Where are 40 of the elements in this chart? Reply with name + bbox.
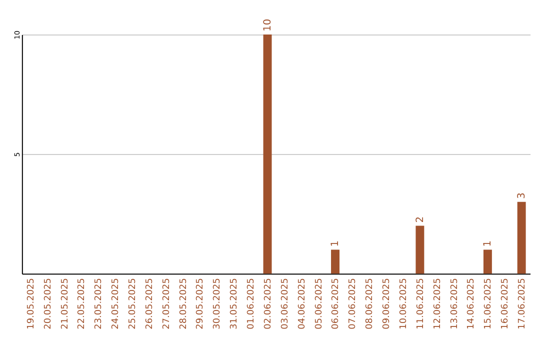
x-tick-label: 05.06.2025 [314, 278, 324, 330]
x-tick-label: 09.06.2025 [382, 278, 392, 330]
x-tick-label: 15.06.2025 [484, 278, 494, 330]
x-tick-label: 07.06.2025 [348, 278, 358, 330]
data-label: 10 [262, 18, 274, 32]
x-tick-label: 10.06.2025 [398, 278, 409, 330]
data-label: 3 [516, 192, 528, 199]
x-tick-label: 26.05.2025 [144, 278, 155, 330]
x-tick-label: 30.05.2025 [212, 278, 223, 330]
x-tick-label: 16.06.2025 [500, 278, 511, 330]
x-tick-label: 23.05.2025 [94, 278, 104, 330]
bar [517, 202, 526, 274]
x-tick-label: 20.05.2025 [43, 278, 54, 330]
bar [331, 250, 340, 274]
x-tick-label: 03.06.2025 [280, 278, 290, 330]
x-tick-label: 04.06.2025 [297, 278, 308, 330]
x-tick-label: 02.06.2025 [264, 278, 274, 330]
bar [263, 34, 272, 274]
x-tick-label: 12.06.2025 [432, 278, 443, 330]
data-label: 2 [414, 216, 426, 223]
x-tick-label: 28.05.2025 [178, 278, 189, 330]
x-tick-label: 19.05.2025 [26, 278, 36, 330]
x-tick-label: 08.06.2025 [365, 278, 376, 330]
x-tick-label: 27.05.2025 [162, 278, 172, 330]
x-tick-label: 06.06.2025 [331, 278, 342, 330]
x-tick-label: 24.05.2025 [111, 278, 122, 330]
x-tick-label: 22.05.2025 [77, 278, 88, 330]
data-label: 1 [330, 240, 342, 247]
bar [483, 250, 492, 274]
x-tick-label: 25.05.2025 [128, 278, 138, 330]
x-tick-label: 17.06.2025 [518, 278, 528, 330]
x-tick-label: 11.06.2025 [416, 278, 426, 330]
x-tick-label: 21.05.2025 [60, 278, 70, 330]
x-tick-label: 13.06.2025 [450, 278, 460, 330]
x-tick-label: 01.06.2025 [246, 278, 257, 330]
bar [416, 226, 424, 274]
data-label: 1 [482, 240, 494, 247]
x-tick-label: 14.06.2025 [466, 278, 477, 330]
x-tick-label: 29.05.2025 [196, 278, 206, 330]
x-tick-label: 31.05.2025 [230, 278, 240, 330]
